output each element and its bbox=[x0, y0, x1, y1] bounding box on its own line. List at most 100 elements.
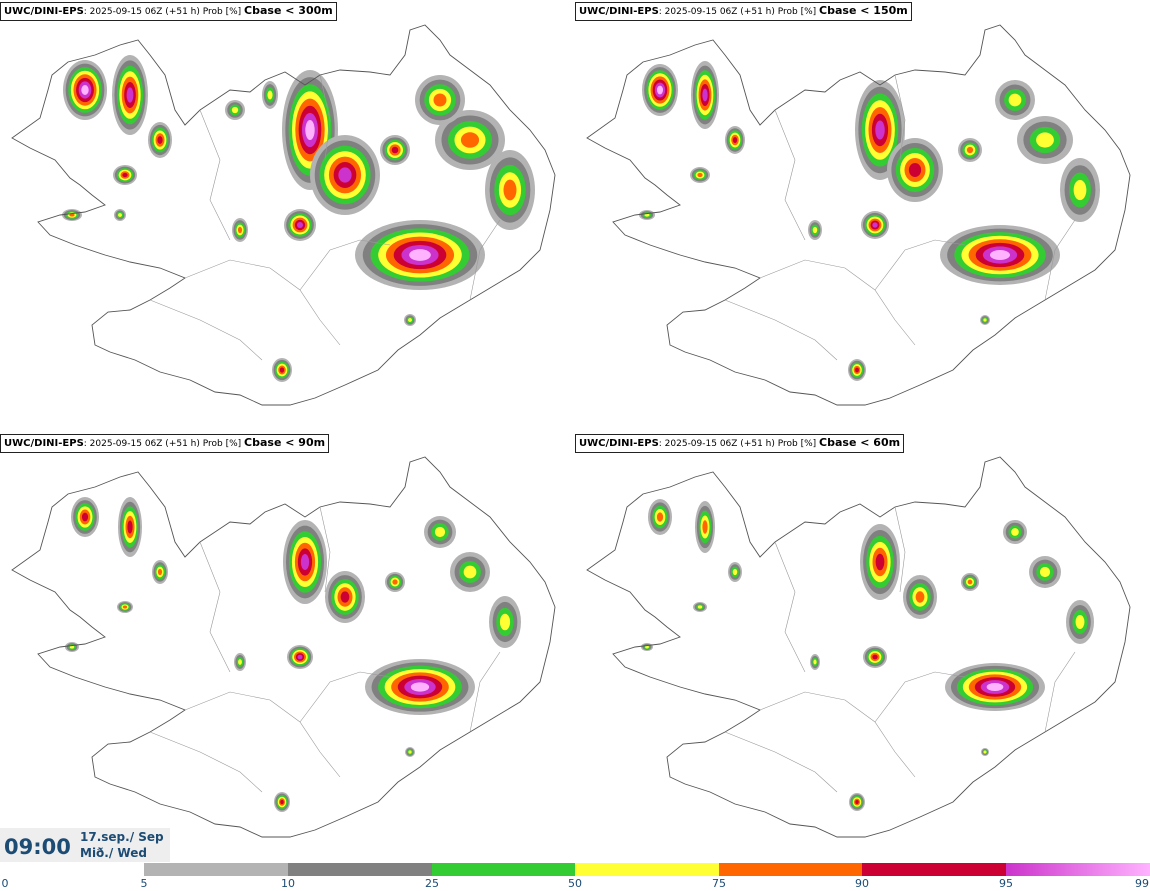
probability-area bbox=[812, 226, 818, 234]
probability-area bbox=[872, 654, 878, 660]
region-boundary bbox=[299, 239, 391, 291]
region-boundary bbox=[199, 541, 231, 673]
probability-area bbox=[296, 221, 304, 229]
valid-time-box: 09:00 17.sep./ Sep Mið./ Wed bbox=[0, 828, 170, 862]
probability-area bbox=[280, 799, 284, 805]
probability-area bbox=[300, 554, 310, 570]
run-info: : 2025-09-15 06Z (+51 h) Prob [%] bbox=[658, 439, 820, 449]
probability-contours bbox=[641, 499, 1094, 811]
colorbar-segment bbox=[288, 863, 432, 876]
probability-area bbox=[463, 565, 477, 579]
model-name: UWC/DINI-EPS bbox=[4, 6, 84, 17]
colorbar-tick-label: 75 bbox=[712, 877, 726, 890]
region-boundary bbox=[149, 299, 263, 361]
coastline bbox=[11, 24, 556, 406]
colorbar-segment bbox=[719, 863, 862, 876]
iceland-map bbox=[11, 24, 556, 406]
probability-area bbox=[872, 222, 878, 228]
region-boundary bbox=[874, 671, 966, 723]
probability-area bbox=[340, 591, 350, 603]
probability-area bbox=[410, 682, 430, 692]
probability-area bbox=[967, 579, 973, 585]
valid-clock: 09:00 bbox=[4, 835, 71, 859]
probability-colorbar: 0 5 10 25 50 75 90 95 99 bbox=[0, 862, 1150, 891]
probability-area bbox=[279, 367, 285, 373]
probability-area bbox=[499, 613, 511, 631]
map-panel-150m: UWC/DINI-EPS: 2025-09-15 06Z (+51 h) Pro… bbox=[575, 0, 1150, 430]
probability-area bbox=[875, 553, 885, 571]
panel-title: UWC/DINI-EPS: 2025-09-15 06Z (+51 h) Pro… bbox=[575, 2, 912, 21]
probability-area bbox=[1073, 179, 1087, 201]
region-boundary bbox=[724, 731, 838, 793]
probability-area bbox=[267, 90, 273, 100]
panel-title: UWC/DINI-EPS: 2025-09-15 06Z (+51 h) Pro… bbox=[0, 2, 337, 21]
region-boundary bbox=[759, 259, 916, 346]
probability-area bbox=[434, 526, 446, 538]
region-boundary bbox=[1044, 651, 1076, 733]
probability-area bbox=[644, 213, 650, 217]
colorbar-segment bbox=[575, 863, 719, 876]
panel-title: UWC/DINI-EPS: 2025-09-15 06Z (+51 h) Pro… bbox=[0, 434, 330, 453]
probability-area bbox=[297, 654, 303, 660]
coastline bbox=[11, 456, 556, 838]
map-panel-60m: UWC/DINI-EPS: 2025-09-15 06Z (+51 h) Pro… bbox=[575, 432, 1150, 862]
iceland-map bbox=[586, 24, 1131, 406]
region-boundary bbox=[469, 651, 501, 733]
probability-area bbox=[983, 318, 987, 322]
probability-area bbox=[813, 659, 817, 665]
probability-area bbox=[645, 645, 649, 649]
probability-area bbox=[697, 605, 703, 609]
region-boundary bbox=[319, 74, 331, 161]
probability-area bbox=[656, 512, 664, 522]
run-info: : 2025-09-15 06Z (+51 h) Prob [%] bbox=[658, 7, 820, 17]
probability-area bbox=[122, 172, 128, 178]
probability-area bbox=[702, 88, 708, 102]
probability-area bbox=[157, 136, 163, 144]
probability-area bbox=[1075, 615, 1085, 629]
region-boundary bbox=[894, 506, 906, 593]
probability-area bbox=[657, 85, 663, 95]
coastline bbox=[586, 24, 1131, 406]
valid-weekday: Mið./ Wed bbox=[80, 846, 147, 860]
region-boundary bbox=[724, 299, 838, 361]
model-name: UWC/DINI-EPS bbox=[579, 438, 659, 449]
coastline bbox=[586, 456, 1131, 838]
probability-area bbox=[118, 213, 122, 217]
colorbar-tick-label: 90 bbox=[855, 877, 869, 890]
region-boundary bbox=[774, 541, 806, 673]
region-boundary bbox=[874, 239, 966, 291]
valid-date: 17.sep./ Sep bbox=[80, 830, 164, 844]
region-boundary bbox=[149, 731, 263, 793]
region-boundary bbox=[774, 109, 806, 241]
run-info: : 2025-09-15 06Z (+51 h) Prob [%] bbox=[83, 439, 245, 449]
colorbar-segment bbox=[1006, 863, 1150, 876]
probability-area bbox=[69, 213, 75, 217]
probability-area bbox=[855, 367, 859, 373]
region-boundary bbox=[1044, 219, 1076, 301]
parameter-label: Cbase < 150m bbox=[819, 4, 908, 17]
model-name: UWC/DINI-EPS bbox=[4, 438, 84, 449]
region-boundary bbox=[184, 691, 341, 778]
probability-area bbox=[409, 249, 431, 261]
region-boundary bbox=[319, 506, 331, 593]
probability-area bbox=[1011, 528, 1019, 536]
map-panel-300m: UWC/DINI-EPS: 2025-09-15 06Z (+51 h) Pro… bbox=[0, 0, 575, 430]
parameter-label: Cbase < 60m bbox=[819, 436, 901, 449]
region-boundary bbox=[469, 219, 501, 301]
probability-area bbox=[122, 605, 128, 609]
probability-area bbox=[855, 800, 859, 804]
probability-area bbox=[702, 520, 708, 534]
model-name: UWC/DINI-EPS bbox=[579, 6, 659, 17]
probability-contours bbox=[62, 55, 535, 382]
panel-title: UWC/DINI-EPS: 2025-09-15 06Z (+51 h) Pro… bbox=[575, 434, 905, 453]
region-boundary bbox=[299, 671, 391, 723]
colorbar-tick-label: 10 bbox=[281, 877, 295, 890]
probability-area bbox=[408, 318, 412, 322]
probability-area bbox=[81, 85, 89, 95]
region-boundary bbox=[894, 74, 906, 161]
probability-area bbox=[460, 132, 480, 148]
probability-area bbox=[231, 106, 239, 114]
probability-area bbox=[697, 172, 703, 178]
colorbar-tick-label: 25 bbox=[425, 877, 439, 890]
probability-area bbox=[391, 146, 399, 154]
